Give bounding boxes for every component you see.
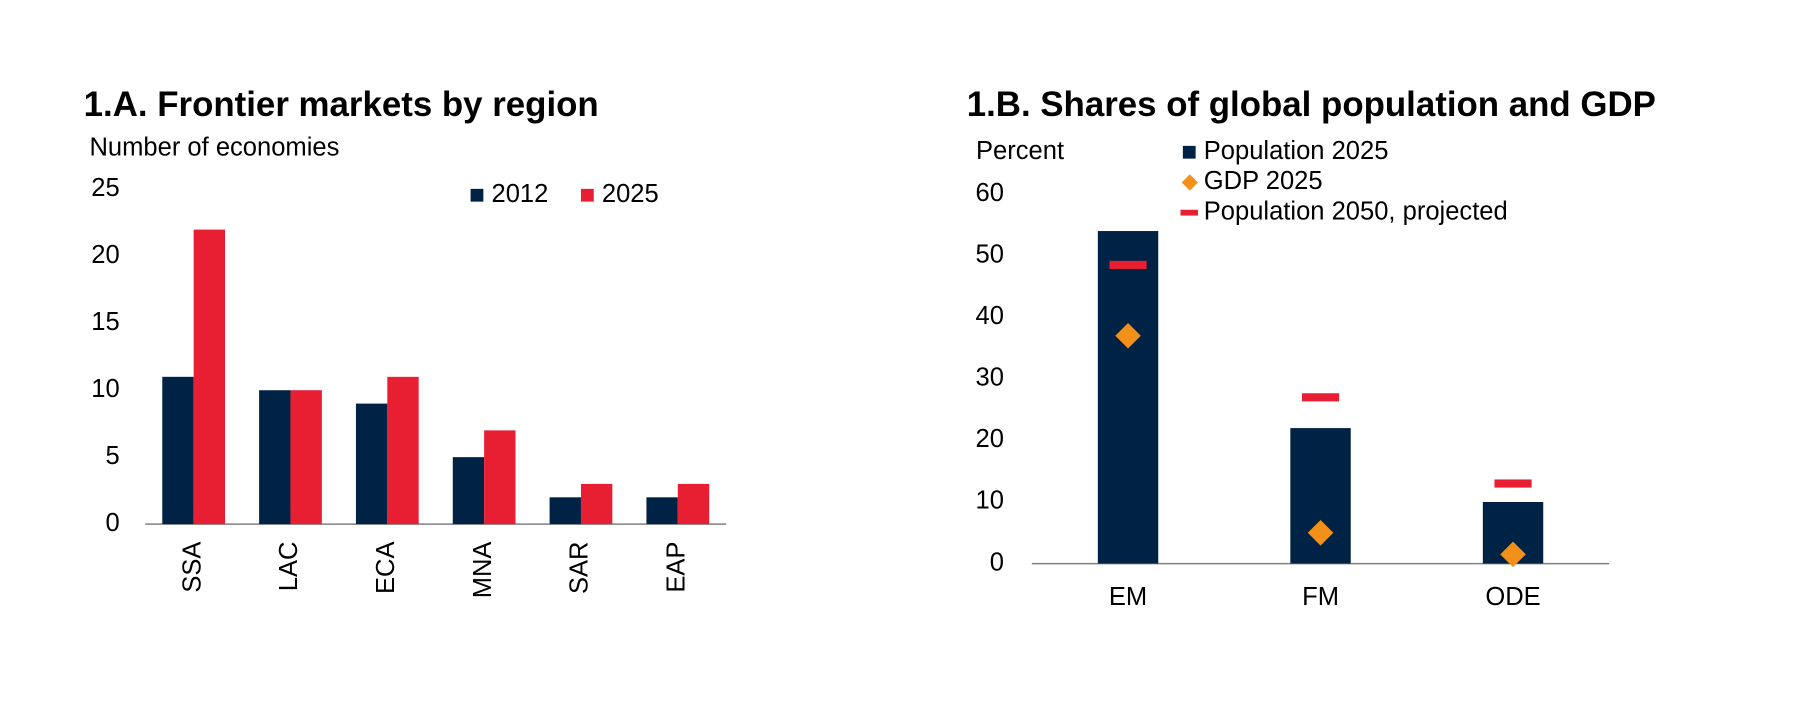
- legend-label: GDP 2025: [1204, 167, 1323, 195]
- legend-label: Population 2025: [1204, 137, 1389, 165]
- x-tick-label: ODE: [1485, 583, 1540, 611]
- x-tick-label: SSA: [178, 542, 206, 593]
- bar: [484, 430, 516, 525]
- bar: [387, 376, 419, 525]
- bar: [452, 457, 485, 525]
- dash-marker: [1301, 393, 1340, 402]
- y-tick-label: 50: [975, 240, 1003, 268]
- y-axis-label: Percent: [976, 137, 1064, 165]
- chart-title: 1.A. Frontier markets by region: [84, 85, 599, 124]
- x-tick-label: SAR: [566, 542, 594, 595]
- bar: [355, 403, 388, 525]
- legend-label: 2012: [491, 180, 548, 208]
- y-tick-label: 20: [91, 241, 119, 269]
- bar: [646, 497, 678, 525]
- y-tick-label: 20: [975, 425, 1003, 453]
- x-tick-label: EM: [1109, 583, 1147, 611]
- bar: [259, 390, 291, 525]
- bar: [162, 376, 194, 525]
- y-tick-label: 25: [91, 174, 119, 202]
- bar: [1097, 231, 1159, 564]
- x-tick-label: LAC: [275, 542, 303, 592]
- y-tick-label: 10: [975, 487, 1003, 515]
- x-tick-label: EAP: [663, 542, 691, 593]
- legend-swatch: [1181, 174, 1198, 191]
- bar: [549, 497, 581, 525]
- y-tick-label: 30: [975, 364, 1003, 392]
- diamond-marker: [1500, 541, 1526, 568]
- y-axis-label: Number of economies: [89, 134, 339, 162]
- y-tick-label: 15: [91, 308, 119, 336]
- y-tick-label: 0: [105, 509, 119, 537]
- y-tick-label: 10: [91, 375, 119, 403]
- dash-marker: [1494, 479, 1532, 488]
- x-tick-label: ECA: [372, 542, 400, 595]
- y-tick-label: 40: [975, 302, 1003, 330]
- y-tick-label: 0: [990, 548, 1004, 576]
- y-tick-label: 5: [105, 442, 119, 470]
- chart-title: 1.B. Shares of global population and GDP: [967, 85, 1656, 124]
- legend-swatch: [1180, 209, 1198, 216]
- x-tick-label: FM: [1302, 583, 1339, 611]
- legend-label: 2025: [602, 180, 659, 208]
- dash-marker: [1109, 260, 1147, 269]
- x-tick-label: MNA: [469, 542, 497, 599]
- legend-swatch: [470, 188, 484, 202]
- diamond-marker: [1115, 322, 1141, 349]
- bar: [580, 483, 613, 525]
- y-tick-label: 60: [975, 179, 1003, 207]
- bar: [290, 390, 322, 525]
- legend-swatch: [1182, 145, 1196, 159]
- legend-swatch: [580, 188, 594, 202]
- bar: [677, 483, 710, 525]
- bar: [193, 229, 226, 525]
- legend-label: Population 2050, projected: [1204, 197, 1508, 225]
